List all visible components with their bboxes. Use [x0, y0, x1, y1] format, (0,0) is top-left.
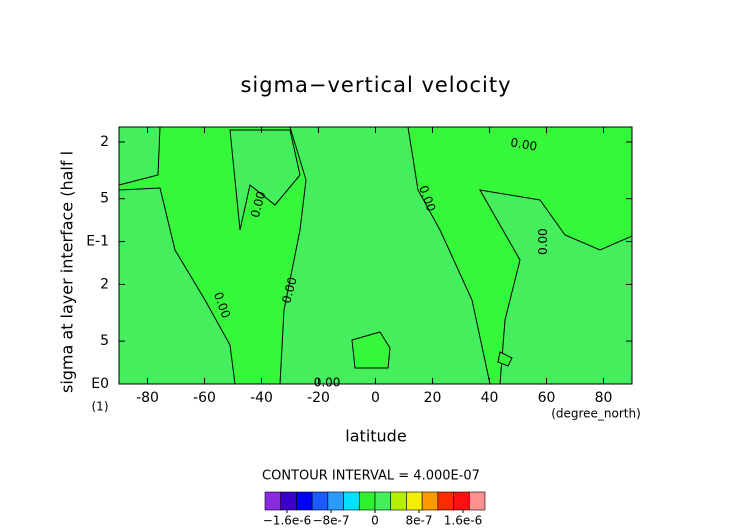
colorbar-box: [468, 491, 486, 511]
y-tick-label: 5: [100, 333, 109, 349]
colorbar-label: −1.6e-6: [263, 514, 312, 528]
colorbar-box: [296, 491, 313, 511]
y-tick-label: E-1: [86, 234, 109, 250]
x-tick-label: -60: [193, 390, 216, 406]
contour-label: 0.00: [248, 190, 268, 219]
colorbar-box: [358, 491, 376, 511]
contour-interval: CONTOUR INTERVAL = 4.000E-07: [262, 469, 480, 484]
colorbar-box: [264, 491, 282, 511]
field-region: [497, 351, 513, 367]
colorbar-box: [453, 491, 470, 511]
colorbar-box: [327, 491, 344, 511]
contour-field: [118, 126, 633, 385]
contour-label: 0.00: [314, 375, 341, 389]
x-tick-label: 20: [424, 390, 442, 406]
field-region: [229, 129, 301, 231]
x-unit: (degree_north): [551, 407, 641, 421]
contour-label: 0.00: [279, 275, 299, 304]
colorbar-box: [437, 491, 454, 511]
chart-title: sigma−vertical velocity: [240, 73, 511, 97]
y-unit: (1): [92, 400, 109, 414]
x-tick-label: 80: [595, 390, 613, 406]
x-tick-label: 0: [371, 390, 380, 406]
x-axis-label: latitude: [345, 427, 406, 446]
y-tick-label: 2: [100, 134, 109, 150]
colorbar-box: [406, 491, 423, 511]
colorbar-label: 1.6e-6: [444, 514, 482, 528]
x-tick-label: -40: [250, 390, 273, 406]
y-tick-label: 2: [100, 276, 109, 292]
x-tick-label: -80: [136, 390, 159, 406]
y-axis-label: sigma at layer interface (half l: [58, 151, 77, 393]
contour-label: 0.00: [509, 135, 538, 153]
x-tick-label: 60: [538, 390, 556, 406]
colorbar-box: [280, 491, 297, 511]
colorbar-box: [390, 491, 407, 511]
colorbar-box: [311, 491, 329, 511]
y-tick-label: E0: [91, 376, 109, 392]
colorbar-label: −8e-7: [312, 514, 349, 528]
colorbar-box: [343, 491, 360, 511]
field-region: [118, 126, 161, 186]
colorbar-box: [374, 491, 392, 511]
colorbar-box: [421, 491, 439, 511]
x-tick-label: 40: [481, 390, 499, 406]
y-tick-label: 5: [100, 191, 109, 207]
contour-label: 0.00: [536, 228, 550, 255]
colorbar-label: 0: [371, 514, 379, 528]
x-tick-label: -20: [307, 390, 330, 406]
field-region: [351, 331, 391, 369]
colorbar-label: 8e-7: [406, 514, 433, 528]
